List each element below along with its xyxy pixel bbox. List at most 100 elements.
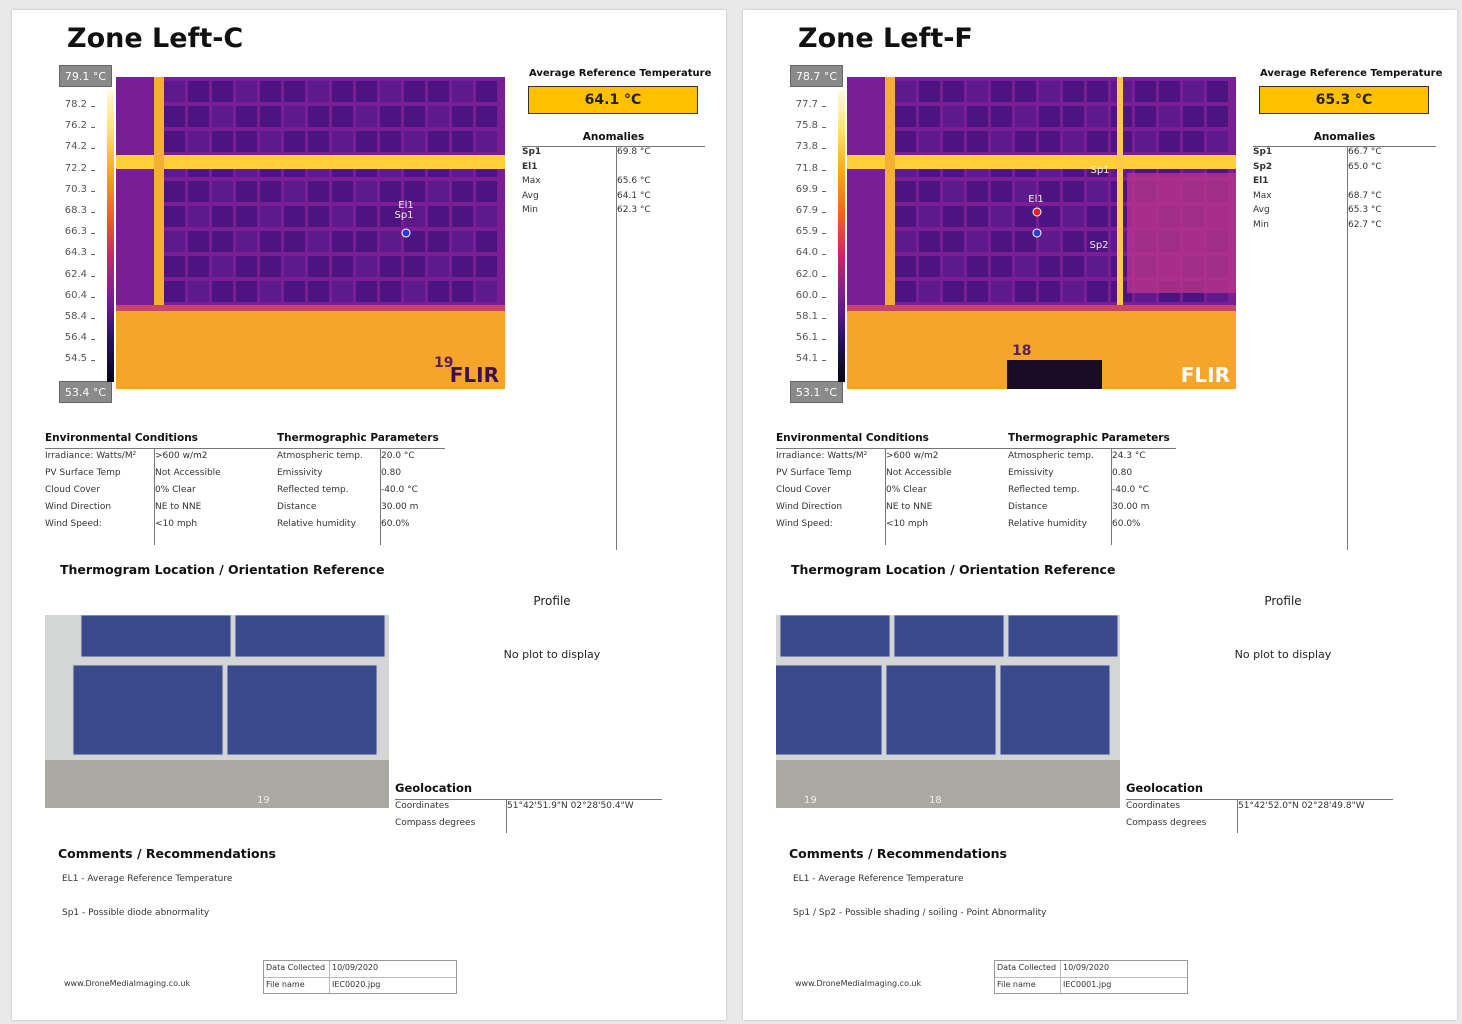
env-value: >600 w/m2 [886,451,939,461]
rule [776,448,1008,449]
comment-line: EL1 - Average Reference Temperature [793,874,964,884]
thermal-panel [452,81,473,102]
thermal-panel [356,131,377,152]
thermal-panel [212,231,233,252]
thermal-panel [1135,131,1156,152]
thermal-panel [212,81,233,102]
env-label: PV Surface Temp [776,468,852,478]
photo-wall [776,760,1120,808]
thermal-panel [404,81,425,102]
thermal-panel [452,106,473,127]
page-title: Zone Left-F [798,23,973,54]
thermal-panel [428,256,449,277]
scale-tick-label: 69.9 [795,183,818,195]
scale-tick [822,275,826,277]
thermal-panel [212,281,233,302]
thermal-panel [452,181,473,202]
scale-tick [91,169,95,171]
scale-tick [91,254,95,256]
thermo-label: Emissivity [1008,468,1054,478]
footer-table: Data Collected 10/09/2020 File name IEC0020… [263,960,457,994]
scale-tick-label: 70.3 [64,183,87,195]
thermal-panel [967,131,988,152]
thermal-panel [260,281,281,302]
thermo-label: Distance [1008,502,1048,512]
anomaly-value: 64.1 °C [617,190,651,201]
avg-ref-value: 65.3 °C [1259,86,1429,114]
anomaly-name: El1 [1253,176,1269,186]
thermal-panel [404,231,425,252]
thermal-panel [943,81,964,102]
rule [522,146,705,147]
thermal-panel [284,281,305,302]
thermal-panel [332,81,353,102]
thermal-panel [991,206,1012,227]
hot-stripe [154,77,164,309]
thermal-panel [476,281,497,302]
thermo-value: -40.0 °C [1112,485,1149,495]
thermal-panel [188,281,209,302]
thermal-panel [284,106,305,127]
thermal-panel [380,181,401,202]
env-label: Wind Speed: [45,519,102,529]
footer-value: IEC0001.jpg [1063,980,1112,989]
thermal-panel [1039,181,1060,202]
thermal-panel [164,256,185,277]
rule [154,448,155,545]
avg-ref-value: 64.1 °C [528,86,698,114]
scale-tick [822,190,826,192]
marker-label: El1 [1028,194,1043,205]
anomaly-name: Max [1253,190,1272,201]
anomalies-title: Anomalies [1313,131,1376,143]
rule [1237,799,1238,833]
thermal-panel [967,106,988,127]
scale-tick [822,360,826,362]
env-value: Not Accessible [886,468,952,478]
thermal-panel [284,206,305,227]
thermal-number: 19 [434,355,453,371]
scale-tick-label: 66.3 [64,226,87,238]
hot-stripe [116,155,505,169]
thermal-panel [308,256,329,277]
scale-tick-label: 58.4 [64,311,87,322]
thermal-panel [1063,231,1084,252]
website: www.DroneMediaImaging.co.uk [64,979,191,988]
avg-ref-label: Average Reference Temperature [529,68,712,79]
anomaly-value: 69.8 °C [617,147,651,157]
thermo-value: 60.0% [1112,519,1141,529]
thermal-panel [919,256,940,277]
scale-tick-label: 62.4 [64,268,87,280]
thermal-panel [356,256,377,277]
thermal-panel [380,131,401,152]
anomaly-name: Avg [522,190,539,201]
thermal-panel [236,256,257,277]
scale-tick [91,148,95,150]
thermo-label: Reflected temp. [1008,485,1080,495]
scale-tick [91,212,95,213]
thermal-panel [260,131,281,152]
scale-tick [822,106,826,107]
thermal-panel [1039,231,1060,252]
thermal-panel [1207,131,1228,152]
thermal-panel [943,256,964,277]
thermal-panel [991,131,1012,152]
thermal-panel [332,181,353,202]
scale-tick-label: 64.3 [64,247,87,259]
thermal-panel [236,81,257,102]
scale-tick-label: 73.8 [795,141,818,153]
scale-tick-label: 64.0 [795,247,818,259]
geo-value: 51°42'51.9"N 02°28'50.4"W [507,801,634,811]
geo-label: Coordinates [395,801,450,811]
thermal-panel [284,231,305,252]
thermal-panel [164,231,185,252]
thermal-panel [919,181,940,202]
thermal-panel [212,181,233,202]
page: Zone Left-C 79.1 °C 53.4 °C 78.2 76.2 74.2 72.… [12,10,726,1020]
thermal-panel [212,256,233,277]
scale-tick [822,169,826,171]
thermal-panel [164,206,185,227]
thermal-panel [164,106,185,127]
thermal-panel [1087,106,1108,127]
hot-stripe [885,77,895,309]
